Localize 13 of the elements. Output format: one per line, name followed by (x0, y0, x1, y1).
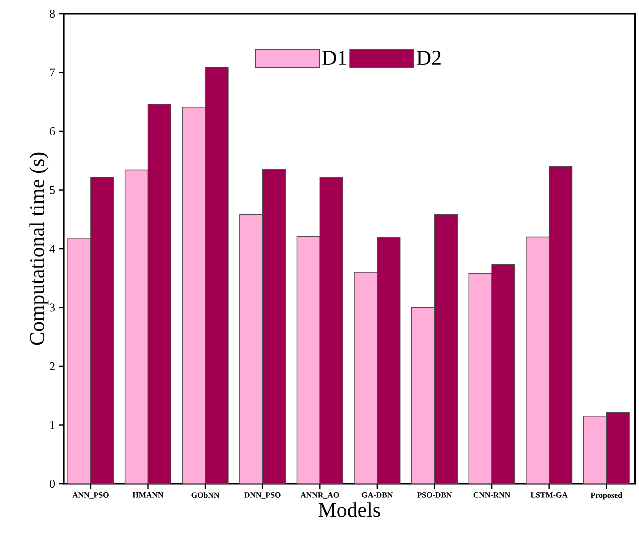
legend-label: D1 (322, 51, 346, 65)
y-tick-label: 0 (50, 480, 56, 488)
y-tick-label: 6 (50, 127, 56, 136)
y-tick-label: 1 (50, 421, 55, 430)
y-tick-label: 8 (50, 10, 56, 18)
y-tick-label: 2 (50, 362, 55, 370)
legend-label: D2 (417, 51, 441, 65)
y-tick-label: 3 (50, 304, 56, 312)
y-axis-title: Computational time (s) (30, 152, 49, 346)
y-tick-label: 5 (50, 186, 56, 194)
y-tick-label: 7 (50, 68, 56, 77)
y-tick-label: 4 (50, 245, 56, 253)
x-axis-title: Models (318, 502, 380, 518)
